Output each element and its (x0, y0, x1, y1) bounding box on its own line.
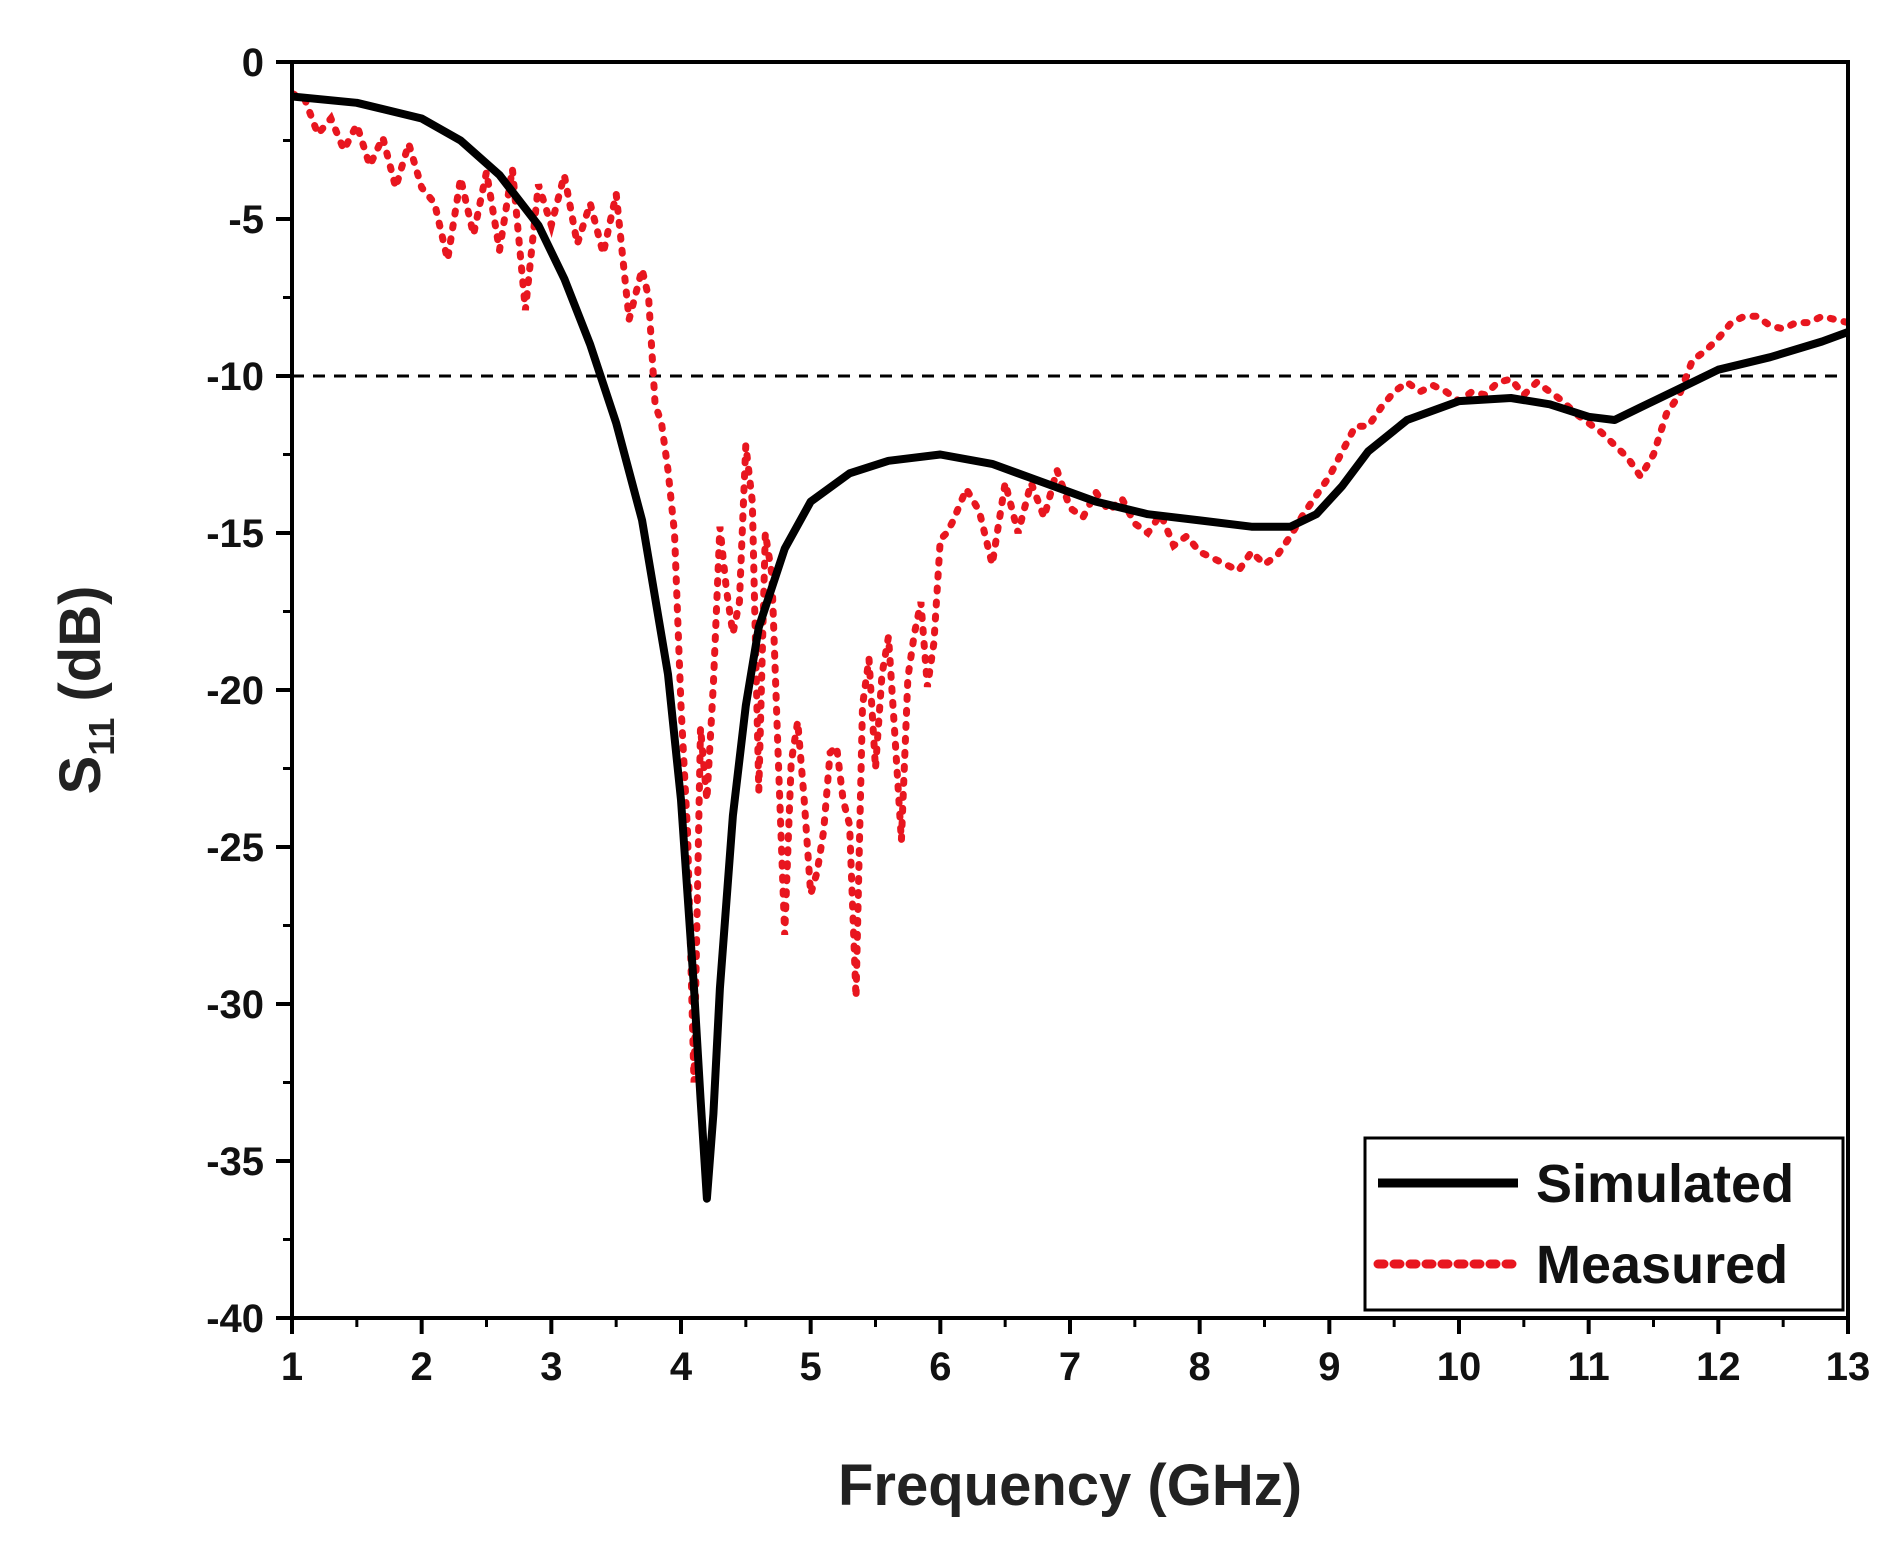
x-tick-label: 5 (800, 1345, 822, 1389)
x-tick-label: 10 (1437, 1345, 1482, 1389)
y-axis-title-unit: (dB) (48, 586, 113, 718)
x-tick-label: 6 (929, 1345, 951, 1389)
legend: Simulated Measured (1363, 1136, 1845, 1312)
y-tick-label: -35 (206, 1140, 264, 1184)
series-line-measured (292, 89, 1848, 1083)
x-tick-label: 11 (1568, 1345, 1610, 1389)
x-tick-label: 3 (540, 1345, 562, 1389)
y-axis-title: S11 (dB) (48, 586, 122, 795)
y-tick-label: -40 (206, 1297, 264, 1341)
y-tick-label: -30 (206, 983, 264, 1027)
x-axis-title: Frequency (GHz) (838, 1453, 1302, 1518)
x-tick-label: 9 (1318, 1345, 1340, 1389)
y-tick-label: 0 (242, 41, 264, 85)
x-tick-label: 2 (411, 1345, 433, 1389)
series-group (292, 89, 1848, 1203)
legend-label-measured: Measured (1536, 1235, 1788, 1295)
plot-area-frame (290, 60, 1850, 1320)
y-tick-label: -5 (228, 198, 264, 242)
y-tick-label: -25 (206, 826, 264, 870)
y-axis-title-main: S (48, 756, 113, 795)
tick-labels: 1 2 3 4 5 6 7 8 9 10 11 12 130-5-10-15-20-25-30-35-4… (206, 41, 1870, 1389)
y-tick-label: -20 (206, 669, 264, 713)
x-tick-label: 7 (1059, 1345, 1081, 1389)
x-tick-label: 1 (281, 1345, 303, 1389)
y-tick-label: -10 (206, 355, 264, 399)
x-tick-label: 13 (1826, 1345, 1871, 1389)
x-tick-label: 12 (1696, 1345, 1741, 1389)
series-line-simulated (292, 92, 1848, 1203)
y-tick-label: -15 (206, 512, 264, 556)
legend-box (1363, 1136, 1845, 1312)
x-tick-label: 8 (1189, 1345, 1211, 1389)
y-axis-title-subscript: 11 (81, 718, 122, 756)
x-tick-label: 4 (670, 1345, 693, 1389)
legend-label-simulated: Simulated (1536, 1154, 1794, 1214)
